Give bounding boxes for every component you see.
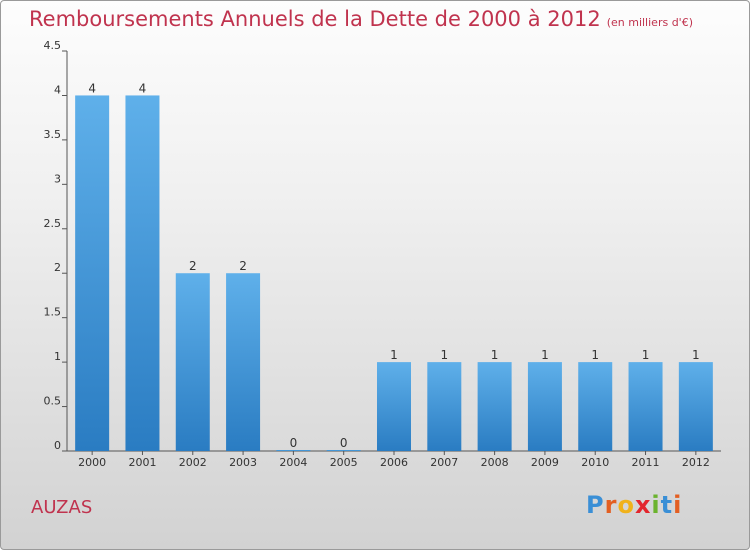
y-tick-label: 3.5 [44,128,62,141]
x-tick-label-2000: 2000 [78,456,106,469]
y-tick-label: 4.5 [44,39,62,52]
bar-2007 [427,362,462,451]
proxiti-logo: Proxiti [586,491,682,519]
bar-2005 [326,450,361,451]
logo-letter: t [660,491,674,519]
x-tick-label-2010: 2010 [581,456,609,469]
y-tick-label: 2 [54,261,61,274]
logo-letter: o [617,491,635,519]
data-label-2005: 0 [340,436,348,450]
y-tick-label: 2.5 [44,217,62,230]
bar-2002 [175,273,210,451]
y-tick-label: 0 [54,439,61,452]
data-label-2011: 1 [642,348,650,362]
logo-letter: P [586,491,605,519]
bar-2001 [125,95,160,451]
logo-letter: i [673,491,683,519]
data-label-2003: 2 [239,259,247,273]
bar-2011 [628,362,663,451]
y-tick-label: 3 [54,172,61,185]
chart-subtitle: (en milliers d'€) [606,16,693,29]
x-tick-label-2011: 2011 [632,456,660,469]
data-label-2000: 4 [88,81,96,95]
logo-letter: x [634,491,652,519]
x-tick-label-2001: 2001 [128,456,156,469]
chart-title-text: Remboursements Annuels de la Dette de 20… [29,7,601,31]
logo-letter: r [604,491,618,519]
y-tick-label: 1.5 [44,306,62,319]
x-tick-label-2006: 2006 [380,456,408,469]
y-tick-label: 1 [54,350,61,363]
bar-2000 [75,95,110,451]
x-tick-label-2004: 2004 [279,456,307,469]
x-tick-label-2005: 2005 [330,456,358,469]
logo-letter: i [651,491,661,519]
bar-2009 [527,362,562,451]
data-label-2001: 4 [139,81,147,95]
x-tick-label-2003: 2003 [229,456,257,469]
data-label-2012: 1 [692,348,700,362]
chart-title: Remboursements Annuels de la Dette de 20… [29,7,693,31]
x-tick-label-2007: 2007 [430,456,458,469]
data-label-2004: 0 [290,436,298,450]
data-label-2002: 2 [189,259,197,273]
x-tick-label-2002: 2002 [179,456,207,469]
data-label-2009: 1 [541,348,549,362]
bar-2006 [377,362,411,451]
bar-2012 [678,362,713,451]
bar-2008 [477,362,512,451]
x-tick-label-2012: 2012 [682,456,710,469]
x-tick-label-2008: 2008 [481,456,509,469]
data-label-2008: 1 [491,348,499,362]
bar-2003 [226,273,261,451]
data-label-2010: 1 [591,348,599,362]
y-tick-label: 4 [54,83,61,96]
data-label-2006: 1 [390,348,398,362]
x-tick-label-2009: 2009 [531,456,559,469]
bar-2004 [276,450,311,451]
bar-2010 [578,362,613,451]
y-tick-label: 0.5 [44,395,62,408]
data-label-2007: 1 [440,348,448,362]
commune-name: AUZAS [31,497,93,518]
